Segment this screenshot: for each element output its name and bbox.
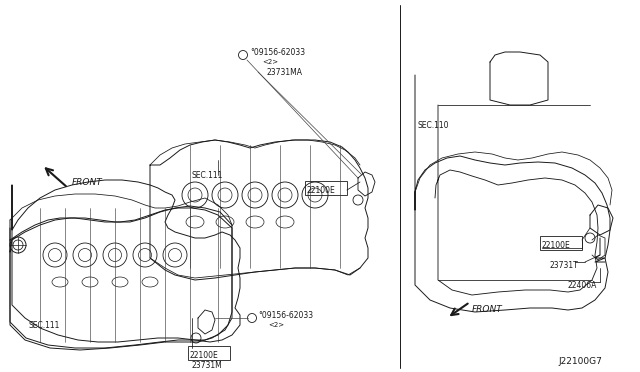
- Text: 22100E: 22100E: [542, 241, 571, 250]
- Text: J22100G7: J22100G7: [558, 357, 602, 366]
- Text: <2>: <2>: [262, 59, 278, 65]
- Text: SEC.111: SEC.111: [192, 170, 223, 180]
- Text: 23731T: 23731T: [550, 260, 579, 269]
- Text: 22100E: 22100E: [307, 186, 336, 195]
- Text: SEC.110: SEC.110: [418, 121, 449, 129]
- Text: 23731MA: 23731MA: [267, 67, 303, 77]
- Text: 22100E: 22100E: [190, 350, 219, 359]
- Text: 23731M: 23731M: [192, 362, 223, 371]
- Text: 22406A: 22406A: [568, 280, 597, 289]
- Text: °09156-62033: °09156-62033: [250, 48, 305, 57]
- Text: SEC.111: SEC.111: [28, 321, 60, 330]
- Text: °09156-62033: °09156-62033: [258, 311, 313, 320]
- Text: FRONT: FRONT: [72, 177, 103, 186]
- Text: <2>: <2>: [268, 322, 284, 328]
- Text: FRONT: FRONT: [472, 305, 503, 314]
